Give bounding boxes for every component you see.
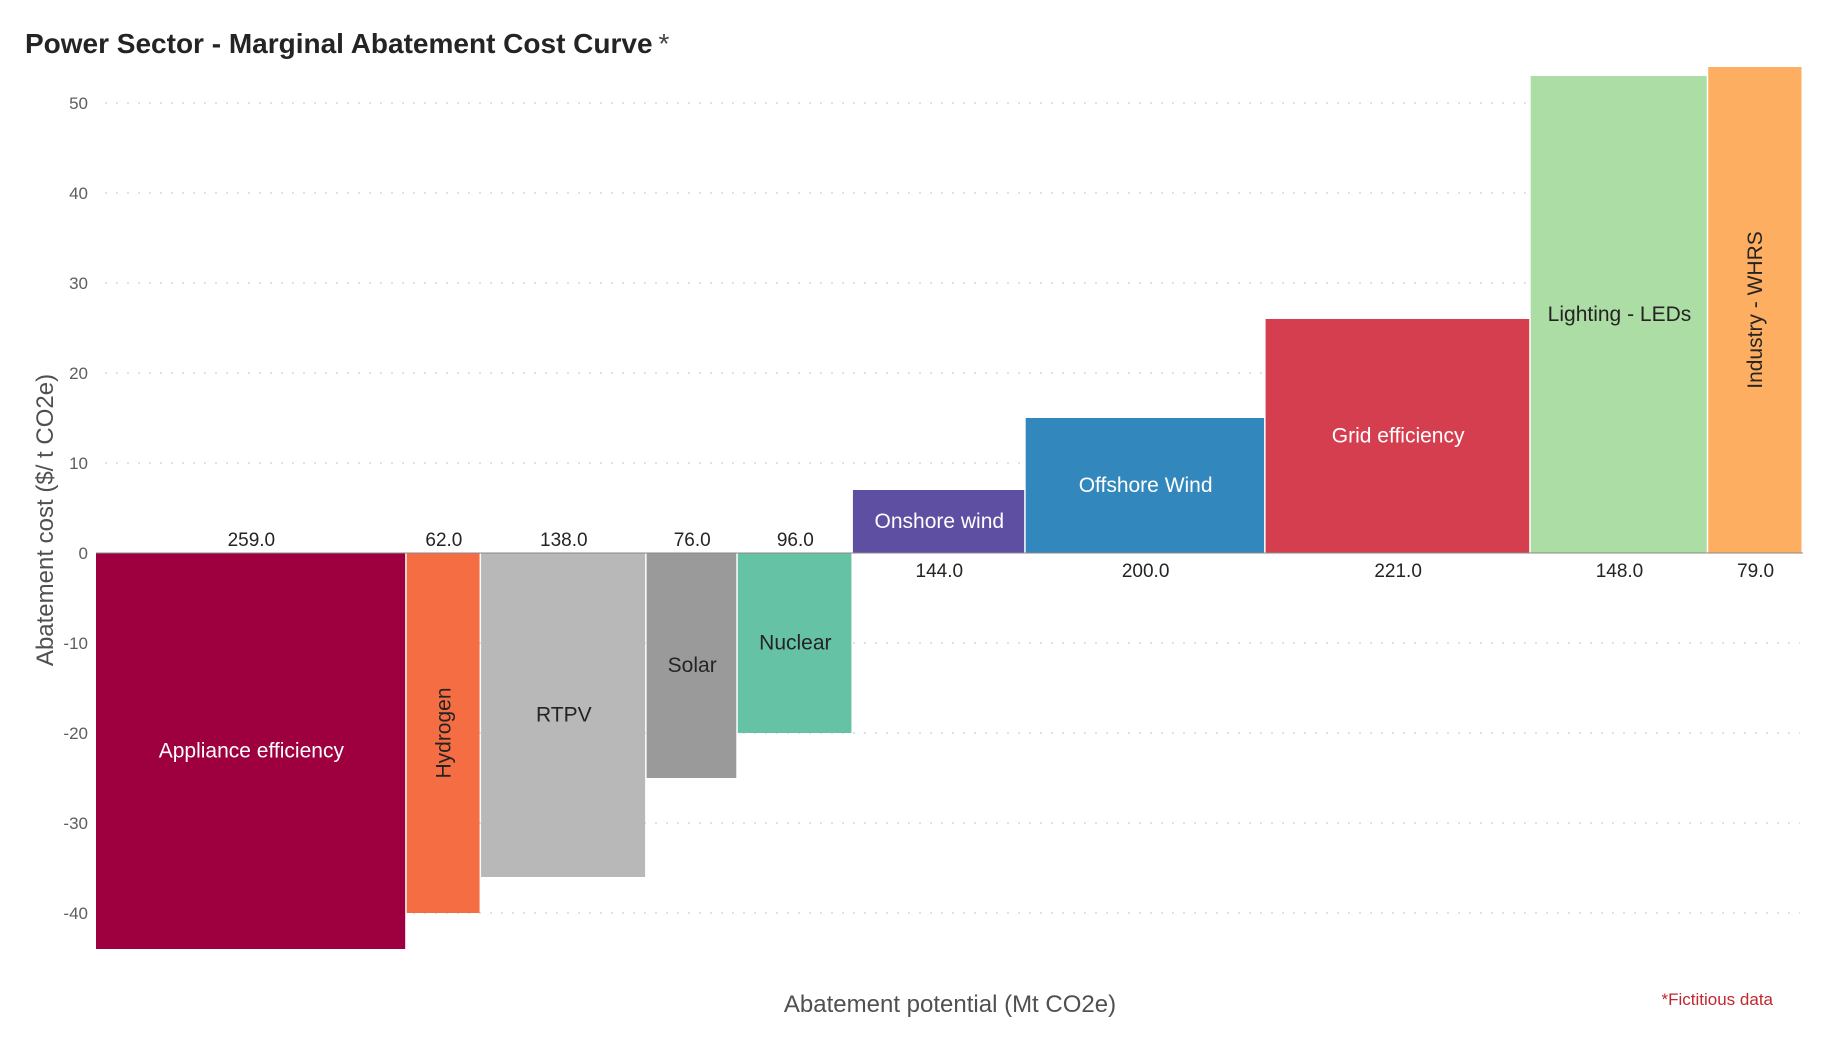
bar-label-onshore-wind: Onshore wind — [875, 510, 1005, 533]
y-tick-label: -10 — [63, 634, 88, 653]
chart-title: Power Sector - Marginal Abatement Cost C… — [25, 28, 669, 60]
chart-title-text: Power Sector - Marginal Abatement Cost C… — [25, 28, 653, 59]
bars — [96, 67, 1802, 949]
potential-label-grid-efficiency: 221.0 — [1374, 561, 1422, 582]
bar-solar — [646, 553, 737, 778]
chart-title-marker: * — [658, 28, 670, 59]
bar-rtpv — [481, 553, 646, 877]
y-tick-label: 30 — [69, 274, 88, 293]
bar-label-industry-whrs: Industry - WHRS — [1744, 231, 1767, 389]
bar-label-lighting-leds: Lighting - LEDs — [1548, 303, 1692, 326]
bar-labels: Appliance efficiency Hydrogen RTPV Solar Nuc… — [159, 231, 1767, 778]
x-axis-title: Abatement potential (Mt CO2e) — [784, 991, 1116, 1018]
y-tick-label: -20 — [63, 724, 88, 743]
y-tick-label: 40 — [69, 184, 88, 203]
potential-label-solar: 76.0 — [674, 530, 711, 551]
potential-label-rtpv: 138.0 — [540, 530, 588, 551]
potential-label-offshore-wind: 200.0 — [1122, 561, 1170, 582]
y-tick-label: 20 — [69, 364, 88, 383]
y-tick-label: 0 — [79, 544, 88, 563]
bar-industry-whrs — [1708, 67, 1802, 553]
potential-label-industry-whrs: 79.0 — [1737, 561, 1774, 582]
potential-label-appliance-efficiency: 259.0 — [228, 530, 276, 551]
bar-lighting-leds — [1530, 76, 1707, 553]
bar-label-offshore-wind: Offshore Wind — [1079, 474, 1213, 497]
bar-label-appliance-efficiency: Appliance efficiency — [159, 740, 345, 763]
y-axis-ticks: 50 40 30 20 10 0 -10 -20 -30 -40 — [63, 94, 88, 923]
bar-nuclear — [737, 553, 852, 733]
y-tick-label: 50 — [69, 94, 88, 113]
bar-offshore-wind — [1025, 418, 1265, 553]
gridlines — [105, 102, 1800, 914]
bar-onshore-wind — [852, 490, 1025, 553]
bar-appliance-efficiency — [96, 553, 406, 949]
potential-label-hydrogen: 62.0 — [425, 530, 462, 551]
bar-label-hydrogen: Hydrogen — [432, 687, 455, 778]
potential-label-nuclear: 96.0 — [777, 530, 814, 551]
bar-label-solar: Solar — [668, 654, 717, 677]
potential-labels: 259.0 62.0 138.0 76.0 96.0 144.0 200.0 221.0 148… — [228, 530, 1775, 582]
y-tick-label: -40 — [63, 904, 88, 923]
potential-label-lighting-leds: 148.0 — [1596, 561, 1644, 582]
fictitious-data-note: *Fictitious data — [1661, 990, 1774, 1009]
y-axis-title: Abatement cost ($/ t CO2e) — [32, 374, 59, 666]
bar-label-rtpv: RTPV — [536, 704, 592, 727]
bar-label-nuclear: Nuclear — [759, 632, 831, 655]
bar-hydrogen — [406, 553, 480, 913]
y-tick-label: -30 — [63, 814, 88, 833]
bar-label-grid-efficiency: Grid efficiency — [1332, 425, 1465, 448]
potential-label-onshore-wind: 144.0 — [916, 561, 964, 582]
y-tick-label: 10 — [69, 454, 88, 473]
bar-grid-efficiency — [1265, 319, 1530, 553]
